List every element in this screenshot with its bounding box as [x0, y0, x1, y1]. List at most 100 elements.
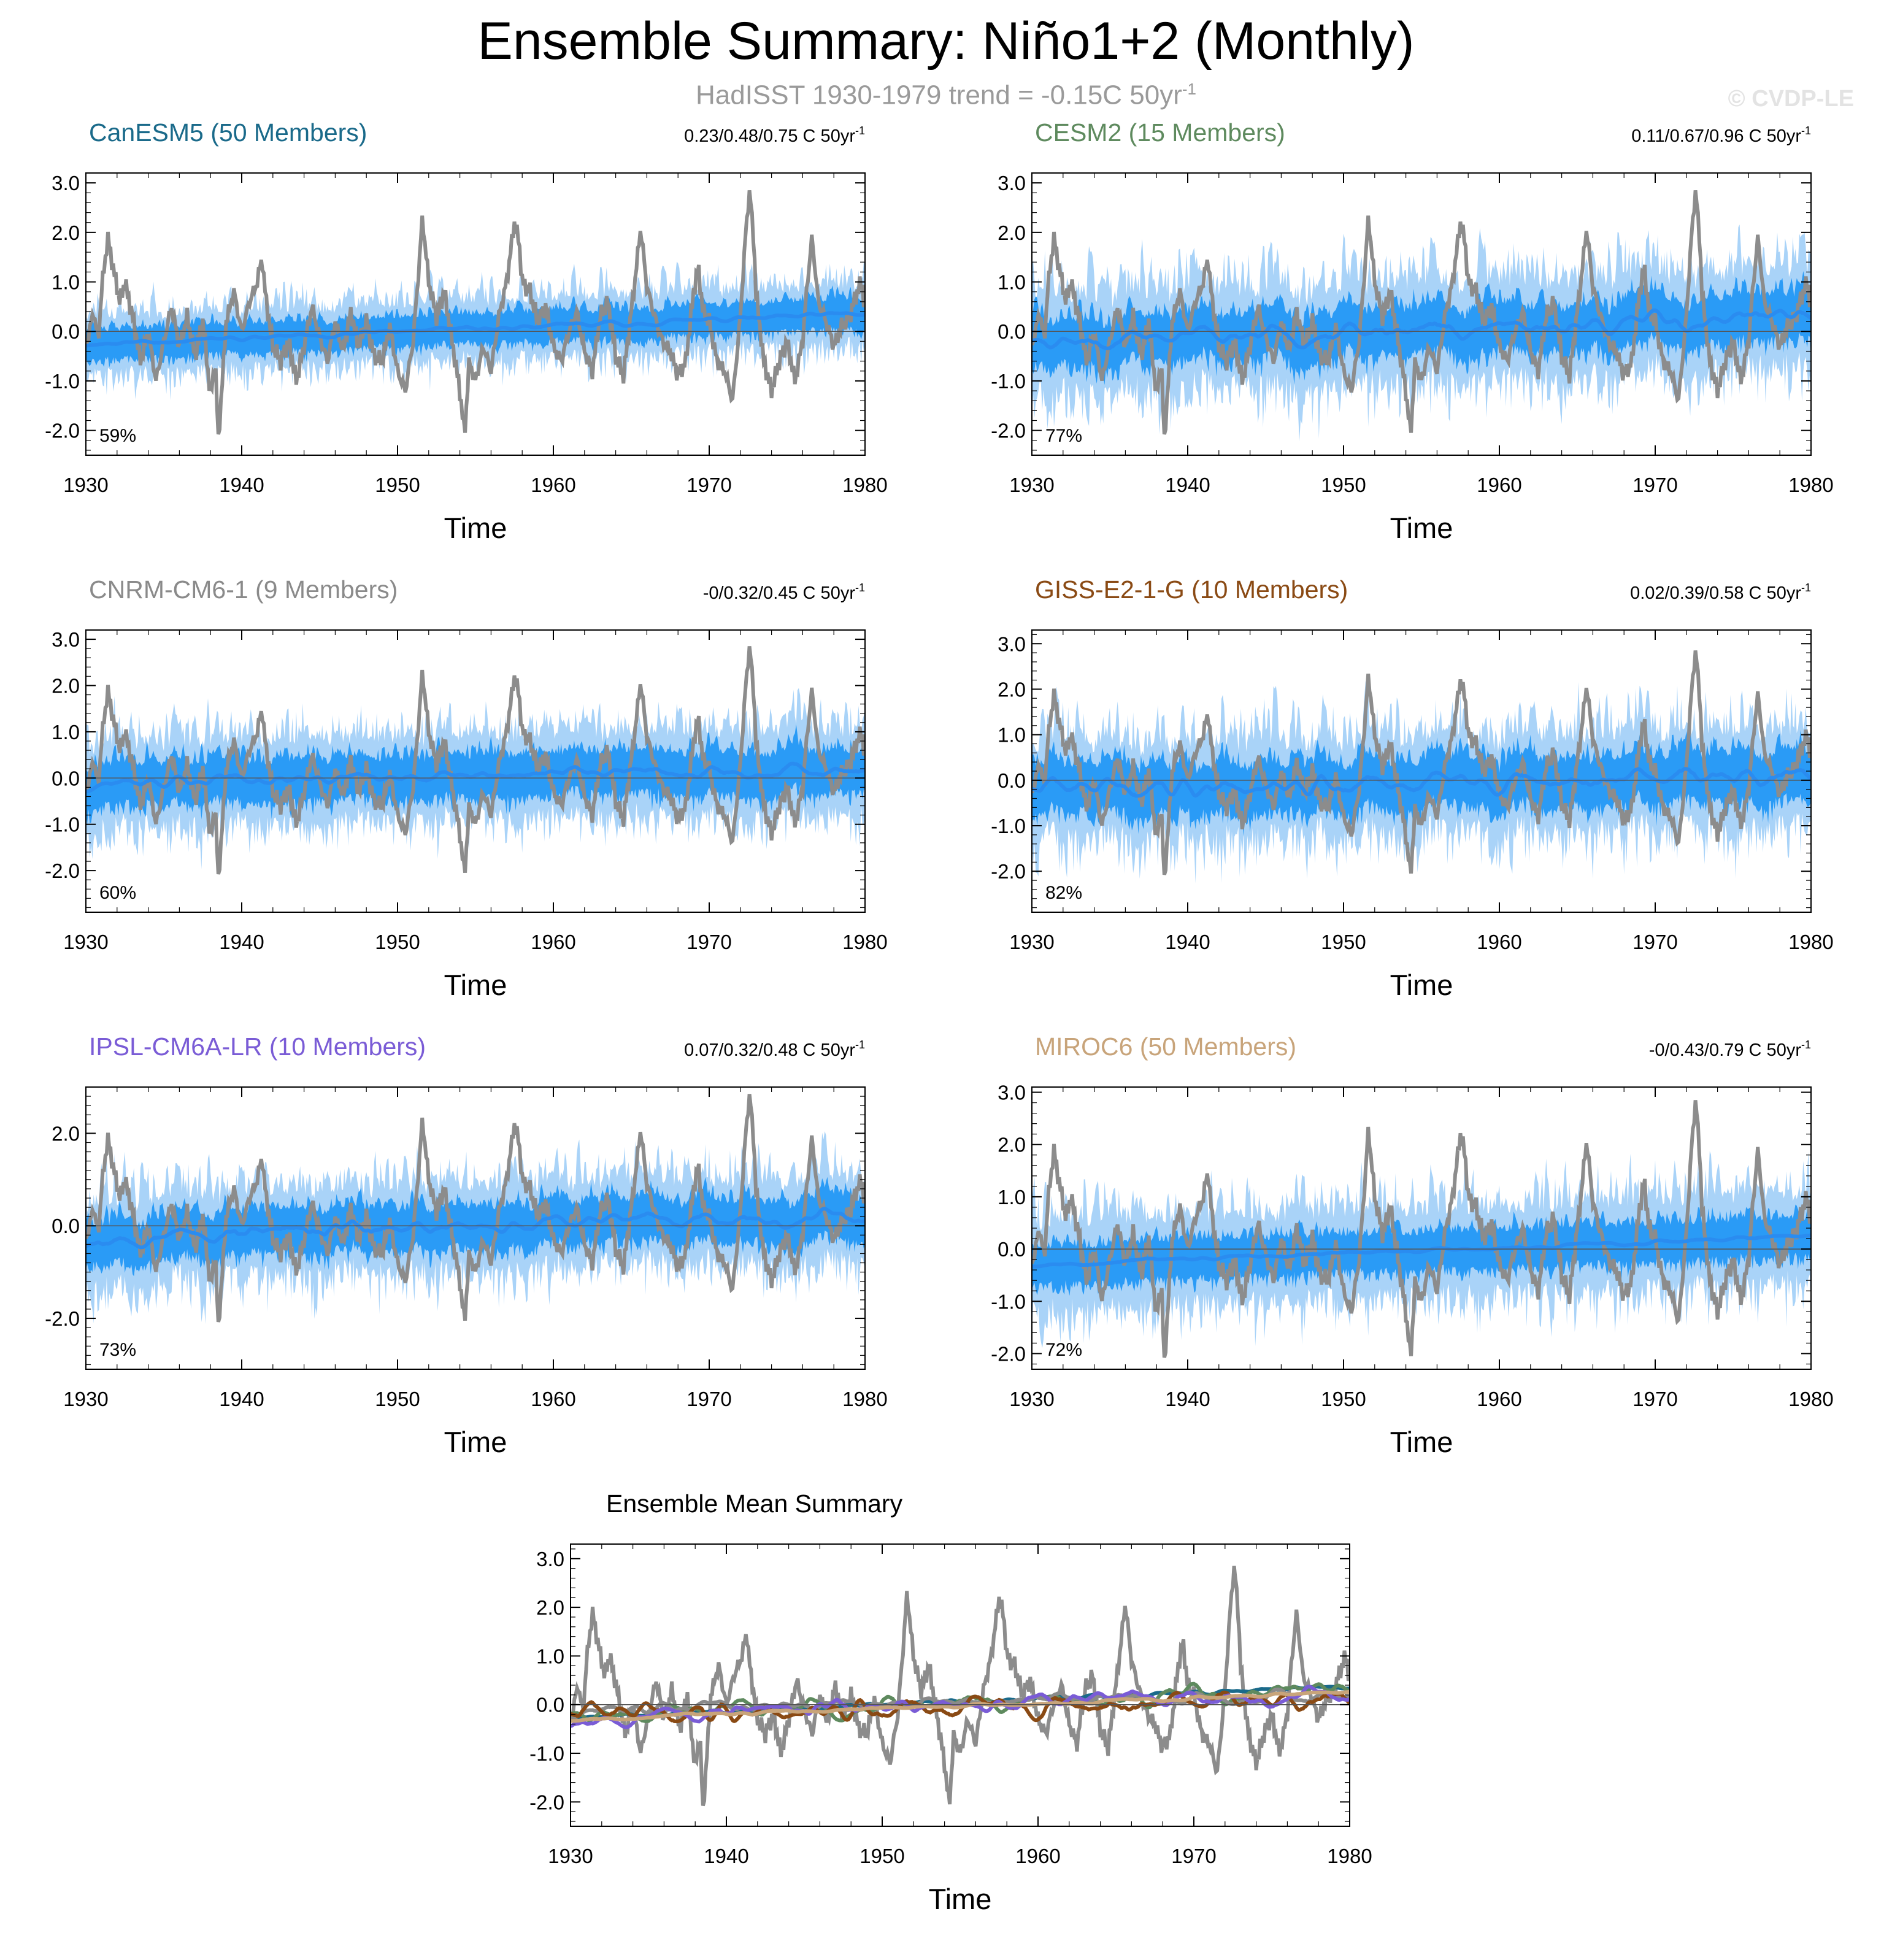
y-tick-label: 3.0 [52, 628, 80, 651]
y-tick-label: 0.0 [52, 1215, 80, 1237]
x-tick-label: 1950 [375, 1388, 420, 1410]
y-tick-label: -2.0 [45, 1307, 80, 1330]
x-tick-label: 1960 [1477, 931, 1521, 953]
x-axis-label: Time [1390, 512, 1453, 544]
x-tick-label: 1980 [1788, 1388, 1833, 1410]
trend-label-sup: -1 [1801, 582, 1811, 594]
y-tick-label: 0.0 [52, 767, 80, 790]
x-tick-label: 1950 [375, 931, 420, 953]
plot-frame [85, 629, 866, 913]
x-tick-label: 1940 [219, 931, 264, 953]
y-tick-label: 1.0 [998, 724, 1026, 747]
x-axis-label: Time [1390, 1426, 1453, 1458]
y-tick-label: 1.0 [998, 1186, 1026, 1209]
y-tick-label: 3.0 [52, 172, 80, 194]
chart-cnrm: 3.0 2.0 1.0 0.0 -1.0 -2.0 1930 1940 1950 1960 1970… [45, 575, 888, 1001]
x-axis-label: Time [444, 969, 507, 1001]
x-tick-label: 1950 [1321, 1388, 1366, 1410]
x-tick-label: 1930 [1009, 931, 1054, 953]
ensemble-mean-line [86, 761, 865, 794]
trend-label-sup: -1 [1801, 1039, 1811, 1051]
x-tick-label: 1960 [531, 931, 575, 953]
percent-label: 73% [99, 1340, 136, 1360]
trend-label-sup: -1 [1801, 125, 1811, 137]
y-tick-label: 0.0 [998, 1238, 1026, 1261]
x-tick-label: 1940 [219, 1388, 264, 1410]
y-tick-label: -2.0 [45, 420, 80, 442]
chart-giss: 3.0 2.0 1.0 0.0 -1.0 -2.0 1930 1940 1950 1960 1970… [991, 575, 1834, 1001]
x-tick-label: 1930 [1009, 474, 1054, 496]
ensemble-mean-line [1032, 767, 1811, 798]
percent-label: 77% [1045, 426, 1082, 446]
y-tick-label: 1.0 [998, 271, 1026, 294]
observed-series-line [1032, 1100, 1811, 1358]
y-tick-label: 1.0 [52, 721, 80, 744]
ensemble-mean-line [1032, 308, 1811, 351]
y-tick-label: 0.0 [998, 769, 1026, 792]
x-tick-label: 1940 [704, 1845, 748, 1867]
x-tick-label: 1950 [375, 474, 420, 496]
x-tick-label: 1930 [548, 1845, 593, 1867]
y-tick-label: -1.0 [991, 1290, 1026, 1313]
x-tick-label: 1960 [531, 1388, 575, 1410]
y-tick-label: -1.0 [45, 370, 80, 393]
plot-clip [1032, 1100, 1811, 1358]
y-tick-label: 3.0 [998, 172, 1026, 194]
chart-title: Ensemble Mean Summary [606, 1489, 903, 1518]
x-tick-label: 1960 [1477, 1388, 1521, 1410]
x-tick-label: 1970 [686, 931, 731, 953]
chart-title: CNRM-CM6-1 (9 Members) [89, 575, 398, 604]
percent-label: 59% [99, 426, 136, 446]
y-tick-label: -2.0 [991, 420, 1026, 442]
x-axis-label: Time [1390, 969, 1453, 1001]
chart-canesm5: 3.0 2.0 1.0 0.0 -1.0 -2.0 1930 1940 1950 1960 1970… [45, 118, 888, 544]
x-tick-label: 1940 [1165, 931, 1210, 953]
ensemble-spread-band [86, 285, 865, 368]
x-tick-label: 1940 [1165, 1388, 1210, 1410]
chart-cesm2: 3.0 2.0 1.0 0.0 -1.0 -2.0 1930 1940 1950 1960 1970… [991, 118, 1834, 544]
percent-label: 82% [1045, 883, 1082, 903]
observed-series-line [571, 1566, 1350, 1807]
x-tick-label: 1970 [1171, 1845, 1216, 1867]
x-tick-label: 1980 [1788, 474, 1833, 496]
chart-ipsl: 2.0 0.0 -2.0 1930 1940 1950 1960 1970 1980 Time IP… [45, 1032, 888, 1458]
y-tick-label: 2.0 [536, 1596, 564, 1619]
y-tick-label: -2.0 [529, 1791, 564, 1813]
y-tick-label: 2.0 [52, 221, 80, 244]
y-tick-label: -2.0 [991, 1342, 1026, 1365]
x-tick-label: 1980 [1788, 931, 1833, 953]
plot-frame [1031, 172, 1812, 456]
subtitle-text: HadISST 1930-1979 trend = -0.15C 50yr [695, 80, 1182, 110]
percent-label: 72% [1045, 1340, 1082, 1360]
x-tick-label: 1970 [1632, 931, 1677, 953]
y-tick-label: -1.0 [529, 1742, 564, 1765]
observed-series-line [86, 1094, 865, 1323]
trend-label: -0/0.43/0.79 C 50yr-1 [1649, 1039, 1811, 1060]
x-tick-label: 1980 [842, 1388, 887, 1410]
x-tick-label: 1980 [842, 474, 887, 496]
x-tick-label: 1950 [1321, 931, 1366, 953]
trend-label: 0.11/0.67/0.96 C 50yr-1 [1631, 125, 1811, 146]
plot-clip [1032, 650, 1811, 884]
x-tick-label: 1980 [1327, 1845, 1372, 1867]
chart-miroc6: 3.0 2.0 1.0 0.0 -1.0 -2.0 1930 1940 1950 1960 1970… [991, 1032, 1834, 1458]
observed-series-line [1032, 190, 1811, 435]
y-tick-label: -1.0 [45, 813, 80, 836]
x-tick-label: 1940 [1165, 474, 1210, 496]
observed-series-line [86, 190, 865, 435]
plot-clip [571, 1566, 1350, 1807]
y-tick-label: 2.0 [52, 674, 80, 697]
plot-clip [86, 190, 865, 435]
observed-series-line [1032, 650, 1811, 875]
trend-label-sup: -1 [855, 1039, 865, 1051]
y-tick-label: 0.0 [52, 320, 80, 343]
chart-title: MIROC6 (50 Members) [1035, 1032, 1296, 1061]
plot-frame [85, 1086, 866, 1370]
ensemble-mean-line [1032, 1233, 1811, 1269]
x-tick-label: 1930 [1009, 1388, 1054, 1410]
series-line-giss-e2-1-g [571, 1690, 1350, 1724]
page-subtitle: HadISST 1930-1979 trend = -0.15C 50yr-1 [0, 80, 1892, 111]
subtitle-sup: -1 [1182, 80, 1197, 98]
chart-title: GISS-E2-1-G (10 Members) [1035, 575, 1348, 604]
y-tick-label: -1.0 [991, 370, 1026, 393]
